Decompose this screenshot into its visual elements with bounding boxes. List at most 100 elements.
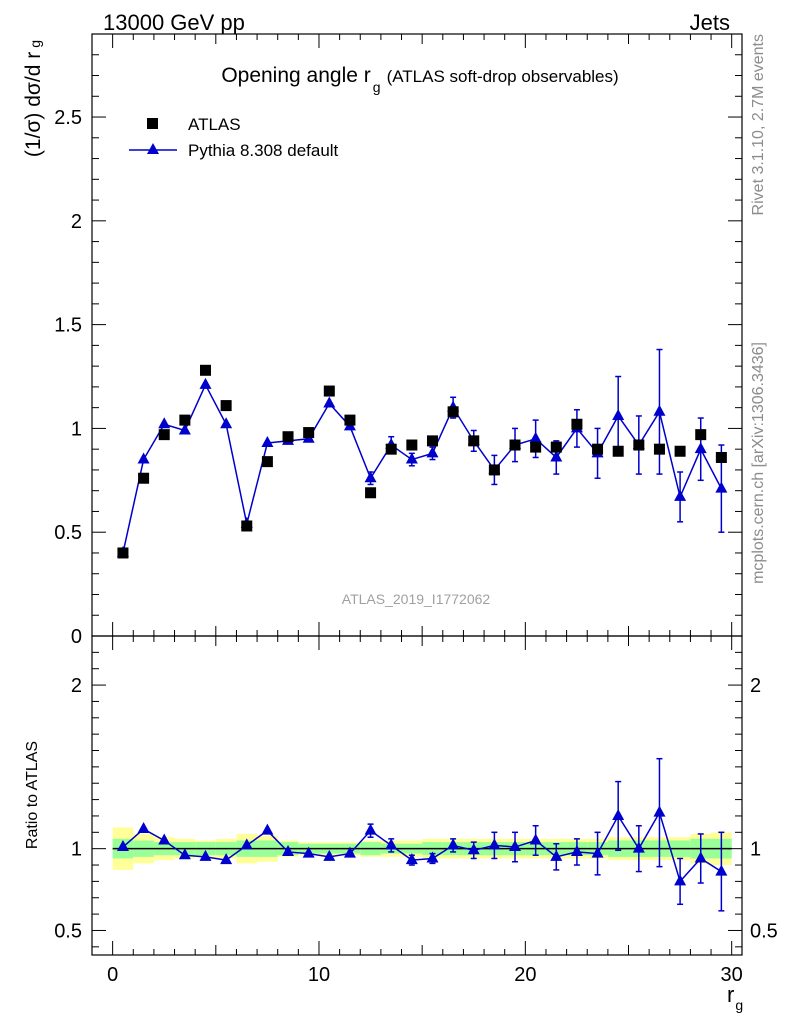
data-point [468,435,480,447]
data-point [220,400,232,412]
mc-point [674,489,687,501]
ratio-point [323,849,336,861]
data-point [406,439,418,451]
ratio-point [529,833,542,845]
mc-point [715,481,728,493]
ratio-point [570,844,583,856]
legend-mc-marker [147,143,159,154]
data-point [199,364,211,376]
mcplots-label: mcplots.cern.ch [arXiv:1306.3436] [750,342,767,584]
data-point [138,472,150,484]
xlabel: rg [727,982,743,1013]
data-point [282,431,294,443]
ratio-point [674,874,687,886]
y-tick-label: 2 [71,211,82,233]
ratio-point [158,833,171,845]
mc-point [405,452,418,464]
ratio-point [632,841,645,853]
rivet-label: Rivet 3.1.10, 2.7M events [750,34,767,215]
ratio-point [591,846,604,858]
y-tick-label: 1.5 [54,315,82,337]
main-ylabel: (1/σ) dσ/d rg [22,40,45,157]
data-point [550,441,562,453]
mc-point [137,452,150,464]
mc-point [426,446,439,458]
legend-data-label: ATLAS [188,115,241,134]
ratio-point [488,838,501,850]
mc-point [550,450,563,462]
ratio-point [364,823,377,835]
data-point [179,414,191,426]
x-tick-label: 0 [107,964,118,986]
data-point [674,445,686,457]
data-point [715,451,727,463]
plot-title: Opening angle r g(ATLAS soft-drop observa… [221,64,618,95]
legend: ATLAS Pythia 8.308 default [129,115,339,160]
ratio-ylabel: Ratio to ATLAS [24,741,41,849]
y-tick-label: 0 [71,626,82,648]
mc-point [261,435,274,447]
ratio-frame [91,635,743,956]
legend-data-marker [147,118,158,129]
data-point [612,445,624,457]
mc-series-line [122,383,723,554]
ratio-point [550,849,563,861]
y-tick-label: 2.5 [54,107,82,129]
ratio-y-tick-label-right: 1 [750,839,761,861]
mc-point [220,417,233,429]
ratio-point [385,838,398,850]
ratio-y-tick-label: 2 [71,675,82,697]
ratio-point [467,843,480,855]
x-tick-label: 20 [514,964,536,986]
ratio-point [220,853,233,865]
mc-point [694,442,707,454]
ratio-y-tick-label-right: 2 [750,675,761,697]
mc-point [158,417,171,429]
ratio-point [715,864,728,876]
data-point [530,441,542,453]
data-point [653,443,665,455]
y-tick-label: 0.5 [54,522,82,544]
data-point [117,547,129,559]
x-tick-label: 30 [721,964,743,986]
ratio-point [137,822,150,834]
legend-mc-label: Pythia 8.308 default [188,141,339,160]
mc-point [178,423,191,435]
data-point [509,439,521,451]
ratio-point [261,823,274,835]
ratio-y-tick-label: 0.5 [54,920,82,942]
data-point [571,418,583,430]
data-point [261,456,273,468]
data-point [385,443,397,455]
data-point [695,429,707,441]
analysis-watermark: ATLAS_2019_I1772062 [342,591,491,607]
ratio-point [612,808,625,820]
ratio-y-tick-label-right: 0.5 [750,920,778,942]
main-panel: 0 0.5 1 1.5 2 2.5 [54,33,743,648]
data-point [488,464,500,476]
data-point [426,435,438,447]
ratio-y-tick-label: 1 [71,839,82,861]
data-point [158,429,170,441]
mc-point [612,408,625,420]
data-point [303,427,315,439]
ratio-point [509,840,522,852]
mc-point [199,377,212,389]
ratio-panel: 0.5 0.51 12 20 10 20 30 [54,635,778,986]
y-tick-label: 1 [71,418,82,440]
mc-point [653,404,666,416]
x-tick-label: 10 [308,964,330,986]
ratio-point [694,851,707,863]
ratio-point [199,849,212,861]
data-point [365,487,377,499]
data-point [344,414,356,426]
ratio-point [302,846,315,858]
data-point [323,385,335,397]
data-point [592,443,604,455]
data-point [633,439,645,451]
ratio-point [343,846,356,858]
ratio-point [178,848,191,860]
mc-point [323,396,336,408]
data-point [241,520,253,532]
